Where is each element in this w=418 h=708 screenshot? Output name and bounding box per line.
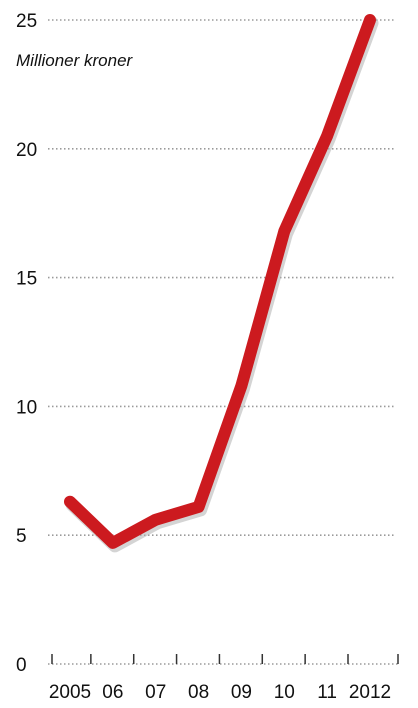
data-point <box>235 380 247 392</box>
x-axis-labels: 2005 06 07 08 09 10 11 2012 <box>49 682 391 703</box>
data-point <box>64 496 76 508</box>
x-tick-label: 11 <box>317 682 337 703</box>
x-tick-label: 07 <box>145 682 166 703</box>
data-point <box>278 225 290 237</box>
y-tick-label: 5 <box>16 526 27 547</box>
data-point <box>321 130 333 142</box>
gridlines <box>48 19 394 537</box>
y-tick-label: 0 <box>16 655 27 676</box>
y-tick-label: 20 <box>16 140 37 161</box>
series-layer <box>64 14 379 553</box>
x-tick-label: 08 <box>188 682 209 703</box>
x-tick-label: 06 <box>102 682 123 703</box>
x-tick-label: 2005 <box>49 682 91 703</box>
y-tick-label: 25 <box>16 11 37 32</box>
series-line-shadow <box>65 16 379 553</box>
unit-label: Millioner kroner <box>16 51 134 70</box>
x-tick-label: 09 <box>231 682 252 703</box>
x-tick-label: 10 <box>274 682 295 703</box>
data-point <box>364 14 376 26</box>
y-tick-label: 15 <box>16 269 37 290</box>
y-axis-labels: 0 5 10 15 20 25 <box>16 11 37 676</box>
series-line <box>64 14 376 549</box>
x-axis <box>48 654 399 665</box>
data-point <box>150 514 162 526</box>
x-tick-label: 2012 <box>349 682 391 703</box>
y-tick-label: 10 <box>16 397 37 418</box>
data-point <box>193 501 205 513</box>
data-point <box>107 537 119 549</box>
